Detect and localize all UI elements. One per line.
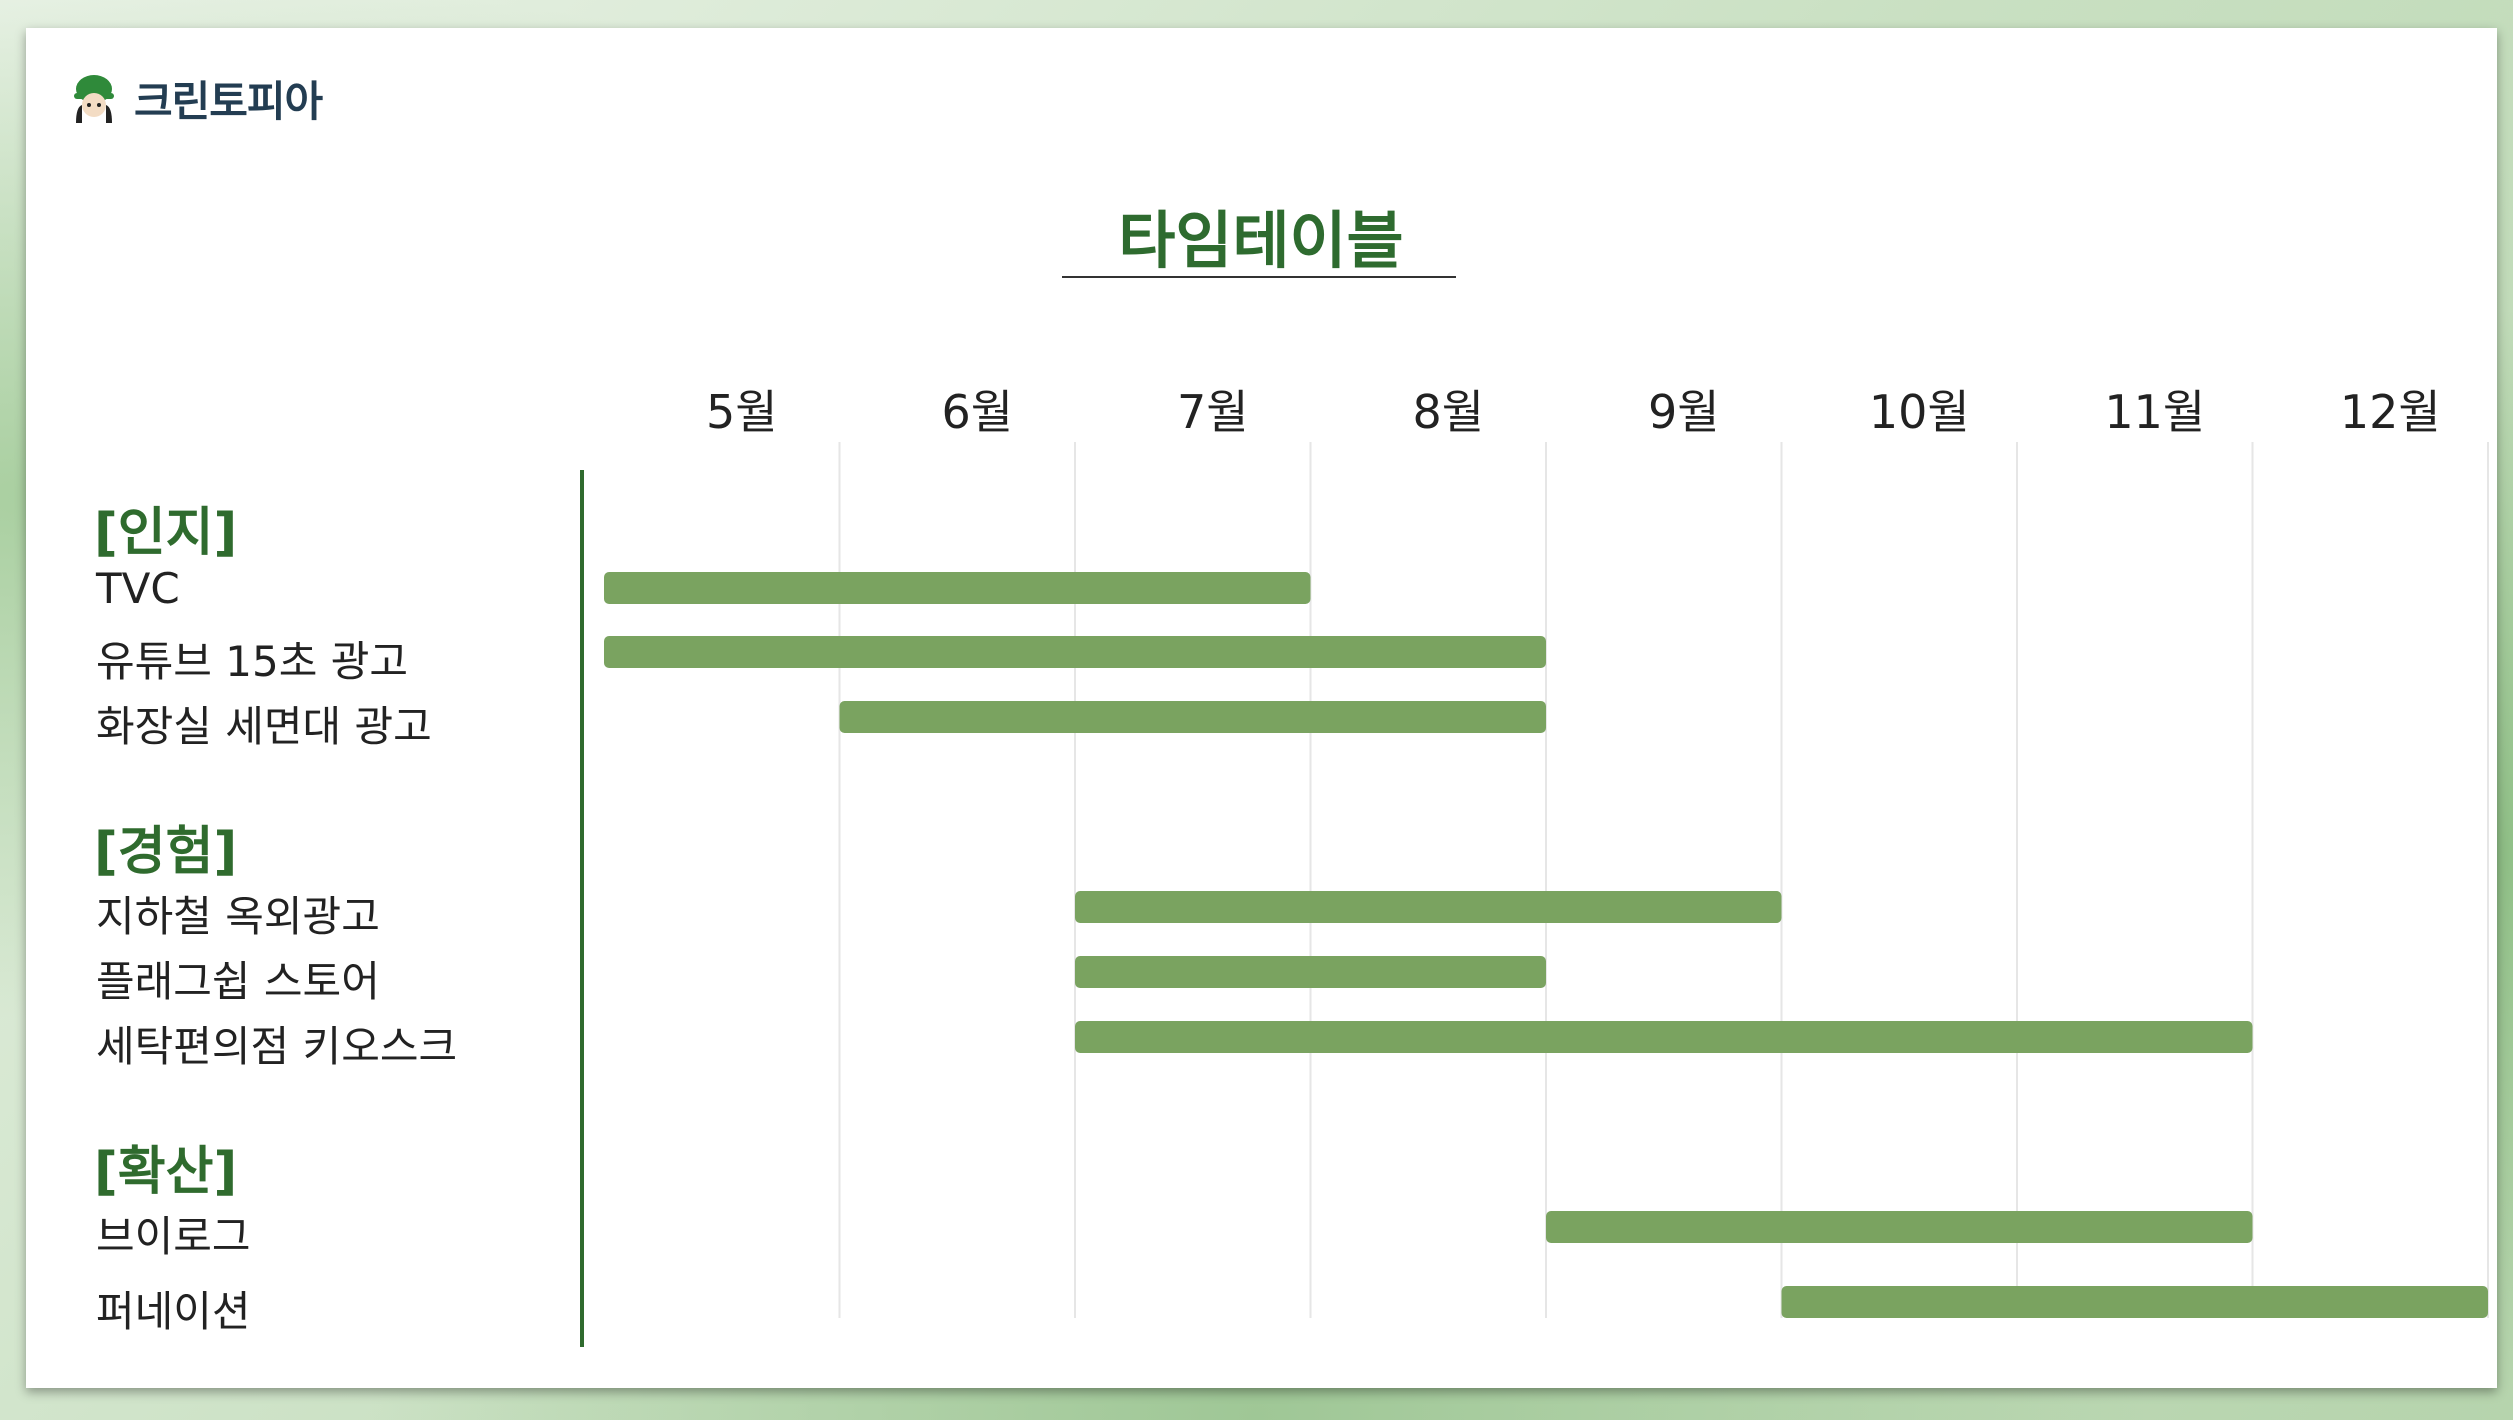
mascot-icon	[66, 71, 122, 127]
category-label: [확산]	[94, 1142, 238, 1202]
task-bar	[1546, 1211, 2253, 1243]
task-label: 플래그쉽 스토어	[96, 957, 380, 1006]
category-label: [경험]	[94, 822, 238, 882]
month-label: 9월	[1648, 385, 1720, 439]
task-label: 지하철 옥외광고	[96, 892, 380, 941]
task-bar	[604, 636, 1546, 668]
month-label: 6월	[941, 385, 1013, 439]
month-label: 12월	[2340, 385, 2441, 439]
task-bar	[1075, 891, 1782, 923]
logo-text: 크린토피아	[134, 77, 323, 126]
task-label: 화장실 세면대 광고	[96, 702, 432, 751]
task-bar	[1075, 956, 1546, 988]
month-label: 5월	[706, 385, 778, 439]
task-bar	[604, 572, 1311, 604]
month-label: 11월	[2104, 385, 2205, 439]
task-bar	[1075, 1021, 2253, 1053]
task-label: 세탁편의점 키오스크	[96, 1022, 458, 1071]
task-label: 퍼네이션	[96, 1287, 251, 1336]
task-label: 브이로그	[96, 1212, 251, 1261]
month-label: 10월	[1869, 385, 1970, 439]
task-bar	[839, 701, 1546, 733]
page-title: 타임테이블	[1118, 204, 1404, 277]
task-bar	[1781, 1286, 2488, 1318]
month-label: 7월	[1177, 385, 1249, 439]
title-underline	[1062, 276, 1456, 278]
logo: 크린토피아	[66, 68, 323, 129]
category-label: [인지]	[94, 503, 238, 563]
task-label: 유튜브 15초 광고	[96, 637, 408, 686]
month-label: 8월	[1412, 385, 1484, 439]
label-divider	[580, 470, 584, 1347]
task-label: TVC	[96, 564, 180, 613]
gantt-chart: 5월 6월 7월 8월 9월 10월 11월 12월	[604, 385, 2489, 1318]
